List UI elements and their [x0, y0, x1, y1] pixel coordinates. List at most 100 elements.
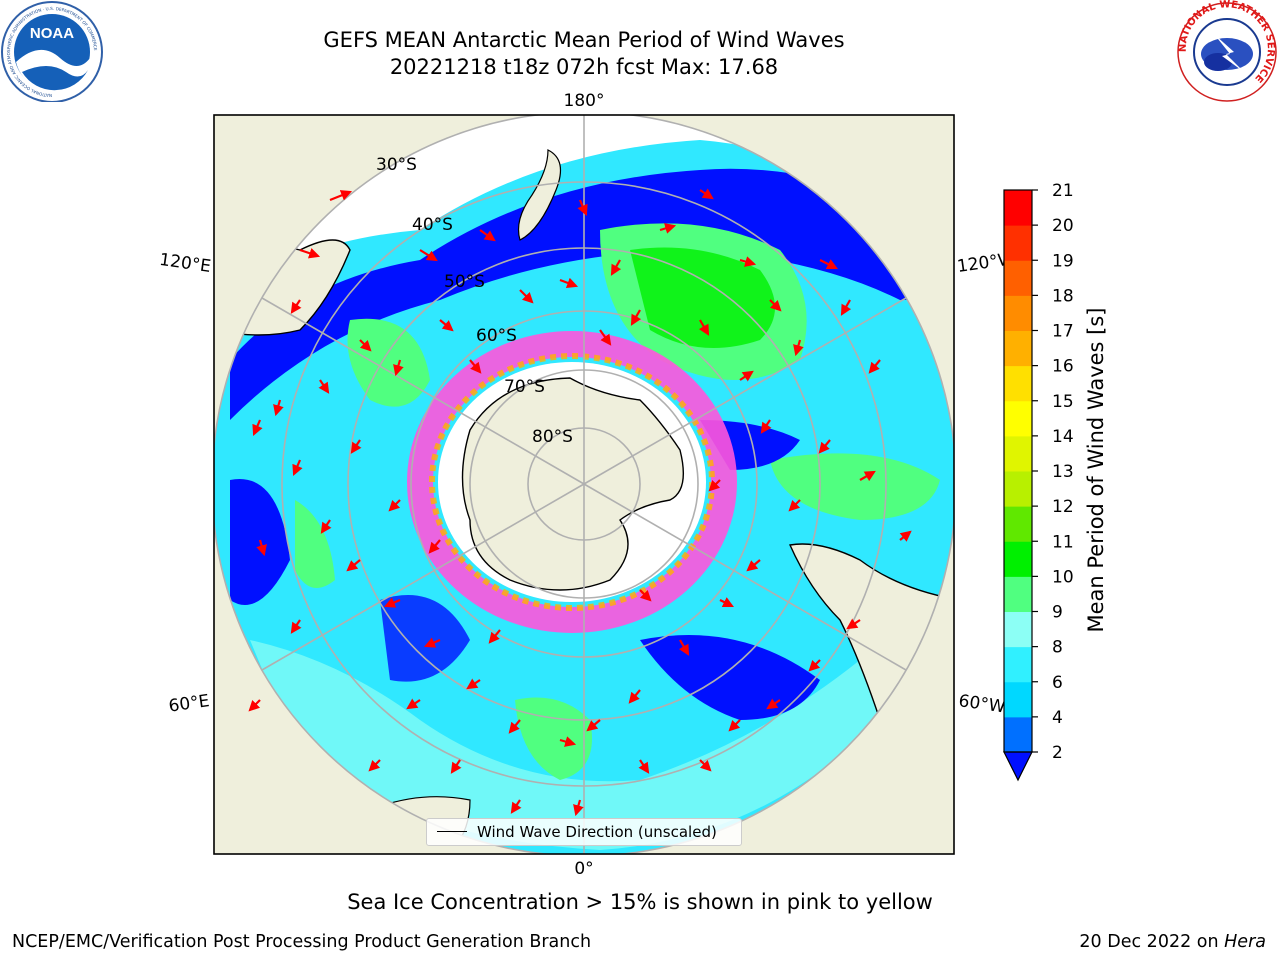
wave-direction-arrow — [719, 597, 734, 607]
wave-direction-arrow — [292, 459, 303, 477]
wave-direction-arrow — [388, 499, 401, 512]
colorbar-tick-label: 8 — [1052, 638, 1063, 658]
wave-direction-arrow — [318, 379, 330, 394]
wave-direction-arrow — [868, 359, 881, 374]
map-frame — [213, 114, 955, 855]
lat-label-80s: 80°S — [532, 427, 573, 447]
wave-direction-arrow — [329, 190, 353, 202]
wave-direction-arrow — [793, 339, 804, 357]
wave-direction-arrow — [419, 249, 438, 262]
lon-label-60e: 60°E — [167, 691, 210, 716]
chart-subtitle: 20221218 t18z 072h fcst Max: 17.68 — [389, 55, 779, 79]
colorbar-tick-label: 19 — [1052, 251, 1074, 271]
colorbar-segment — [1004, 435, 1032, 472]
colorbar-tick-label: 20 — [1052, 216, 1074, 236]
wave-direction-arrow — [739, 256, 757, 267]
colorbar-tick-label: 18 — [1052, 286, 1074, 306]
wave-direction-arrow — [290, 299, 302, 314]
footer-date: 20 Dec 2022 on Hera — [1079, 932, 1266, 952]
lat-label-60s: 60°S — [476, 326, 517, 346]
wave-direction-arrow — [708, 479, 721, 492]
colorbar-tick-label: 13 — [1052, 462, 1074, 482]
wave-direction-arrow — [320, 519, 332, 534]
legend-line-swatch — [437, 831, 467, 832]
colorbar-segment — [1004, 506, 1032, 542]
wave-direction-arrow — [698, 319, 710, 336]
wave-direction-arrow — [469, 359, 482, 374]
wave-direction-arrow — [599, 329, 612, 346]
wave-direction-arrow — [393, 359, 404, 377]
wave-direction-arrow — [638, 759, 650, 774]
wave-direction-arrow — [766, 698, 781, 710]
wave-direction-arrow — [760, 419, 772, 434]
wave-direction-arrow — [639, 589, 652, 602]
colorbar-tick-label: 10 — [1052, 567, 1074, 587]
wave-direction-arrow — [252, 419, 263, 437]
colorbar-segment — [1004, 400, 1032, 437]
wave-direction-arrow — [630, 309, 642, 326]
wave-direction-arrow — [899, 530, 912, 542]
wave-direction-arrow — [290, 619, 302, 634]
wave-direction-arrow — [428, 539, 441, 554]
colorbar-segment — [1004, 365, 1032, 402]
colorbar: 2 4 6 8 9 10 11 12 13 14 15 16 17 18 19 20 21 — [1003, 181, 1074, 782]
colorbar-segment — [1004, 541, 1032, 577]
wave-direction-arrow — [859, 470, 876, 482]
lon-label-60w: 60°W — [957, 691, 1006, 717]
colorbar-segment — [1004, 225, 1032, 261]
wave-direction-arrow — [846, 618, 861, 630]
wave-direction-arrow — [423, 637, 441, 648]
wave-direction-arrow — [819, 259, 838, 269]
noaa-logo-text: NOAA — [30, 25, 74, 42]
meridians — [261, 115, 907, 854]
lat-label-70s: 70°S — [504, 377, 545, 397]
wave-direction-arrow — [699, 188, 714, 200]
wave-direction-arrow — [739, 370, 754, 382]
colorbar-tick-label: 12 — [1052, 497, 1074, 517]
wave-direction-arrow — [840, 299, 852, 316]
colorbar-tick-label: 4 — [1052, 708, 1063, 728]
footer-date-text: 20 Dec 2022 on — [1079, 932, 1225, 952]
wave-direction-arrow — [466, 678, 481, 690]
wave-direction-arrow — [746, 559, 761, 572]
wave-direction-arrow — [610, 259, 622, 276]
wave-direction-arrow — [586, 719, 601, 732]
colorbar-segment — [1004, 260, 1032, 296]
wave-direction-arrow — [519, 289, 534, 304]
wave-direction-arrow — [573, 799, 584, 817]
colorbar-segment — [1004, 471, 1032, 507]
sea-ice-note: Sea Ice Concentration > 15% is shown in … — [347, 890, 933, 914]
wave-direction-arrow — [406, 698, 421, 710]
colorbar-segment — [1004, 646, 1032, 683]
wave-direction-arrow — [577, 199, 588, 217]
lon-label-0: 0° — [574, 859, 593, 879]
lat-label-50s: 50°S — [444, 272, 485, 292]
wave-direction-arrow — [628, 689, 641, 704]
wave-direction-arrow — [818, 439, 831, 454]
chart-title: GEFS MEAN Antarctic Mean Period of Wind … — [323, 28, 845, 52]
colorbar-tick-label: 15 — [1052, 392, 1074, 412]
wave-direction-arrow — [699, 759, 712, 772]
wave-direction-arrow — [439, 319, 454, 332]
colorbar-tick-label: 16 — [1052, 357, 1074, 377]
wave-direction-arrow — [299, 247, 321, 259]
wind-wave-arrows — [248, 188, 912, 817]
colorbar-segment — [1004, 330, 1032, 367]
wave-direction-arrow — [788, 499, 801, 512]
colorbar-tick-label: 14 — [1052, 427, 1074, 447]
lat-label-30s: 30°S — [376, 155, 417, 175]
nws-logo: NATIONAL WEATHER SERVICE — [1177, 0, 1277, 102]
wave-direction-arrow — [383, 597, 401, 608]
wave-direction-arrow — [678, 639, 690, 656]
colorbar-label: Mean Period of Wind Waves [s] — [1084, 307, 1108, 633]
colorbar-segment — [1004, 576, 1032, 612]
wave-direction-arrow — [256, 539, 267, 557]
colorbar-tick-label: 17 — [1052, 322, 1074, 342]
wave-direction-arrow — [510, 799, 522, 814]
wave-direction-arrow — [659, 223, 677, 234]
wave-direction-arrow — [479, 229, 496, 242]
lat-label-40s: 40°S — [412, 215, 453, 235]
colorbar-tick-label: 2 — [1052, 743, 1063, 763]
wave-direction-arrow — [808, 659, 821, 672]
